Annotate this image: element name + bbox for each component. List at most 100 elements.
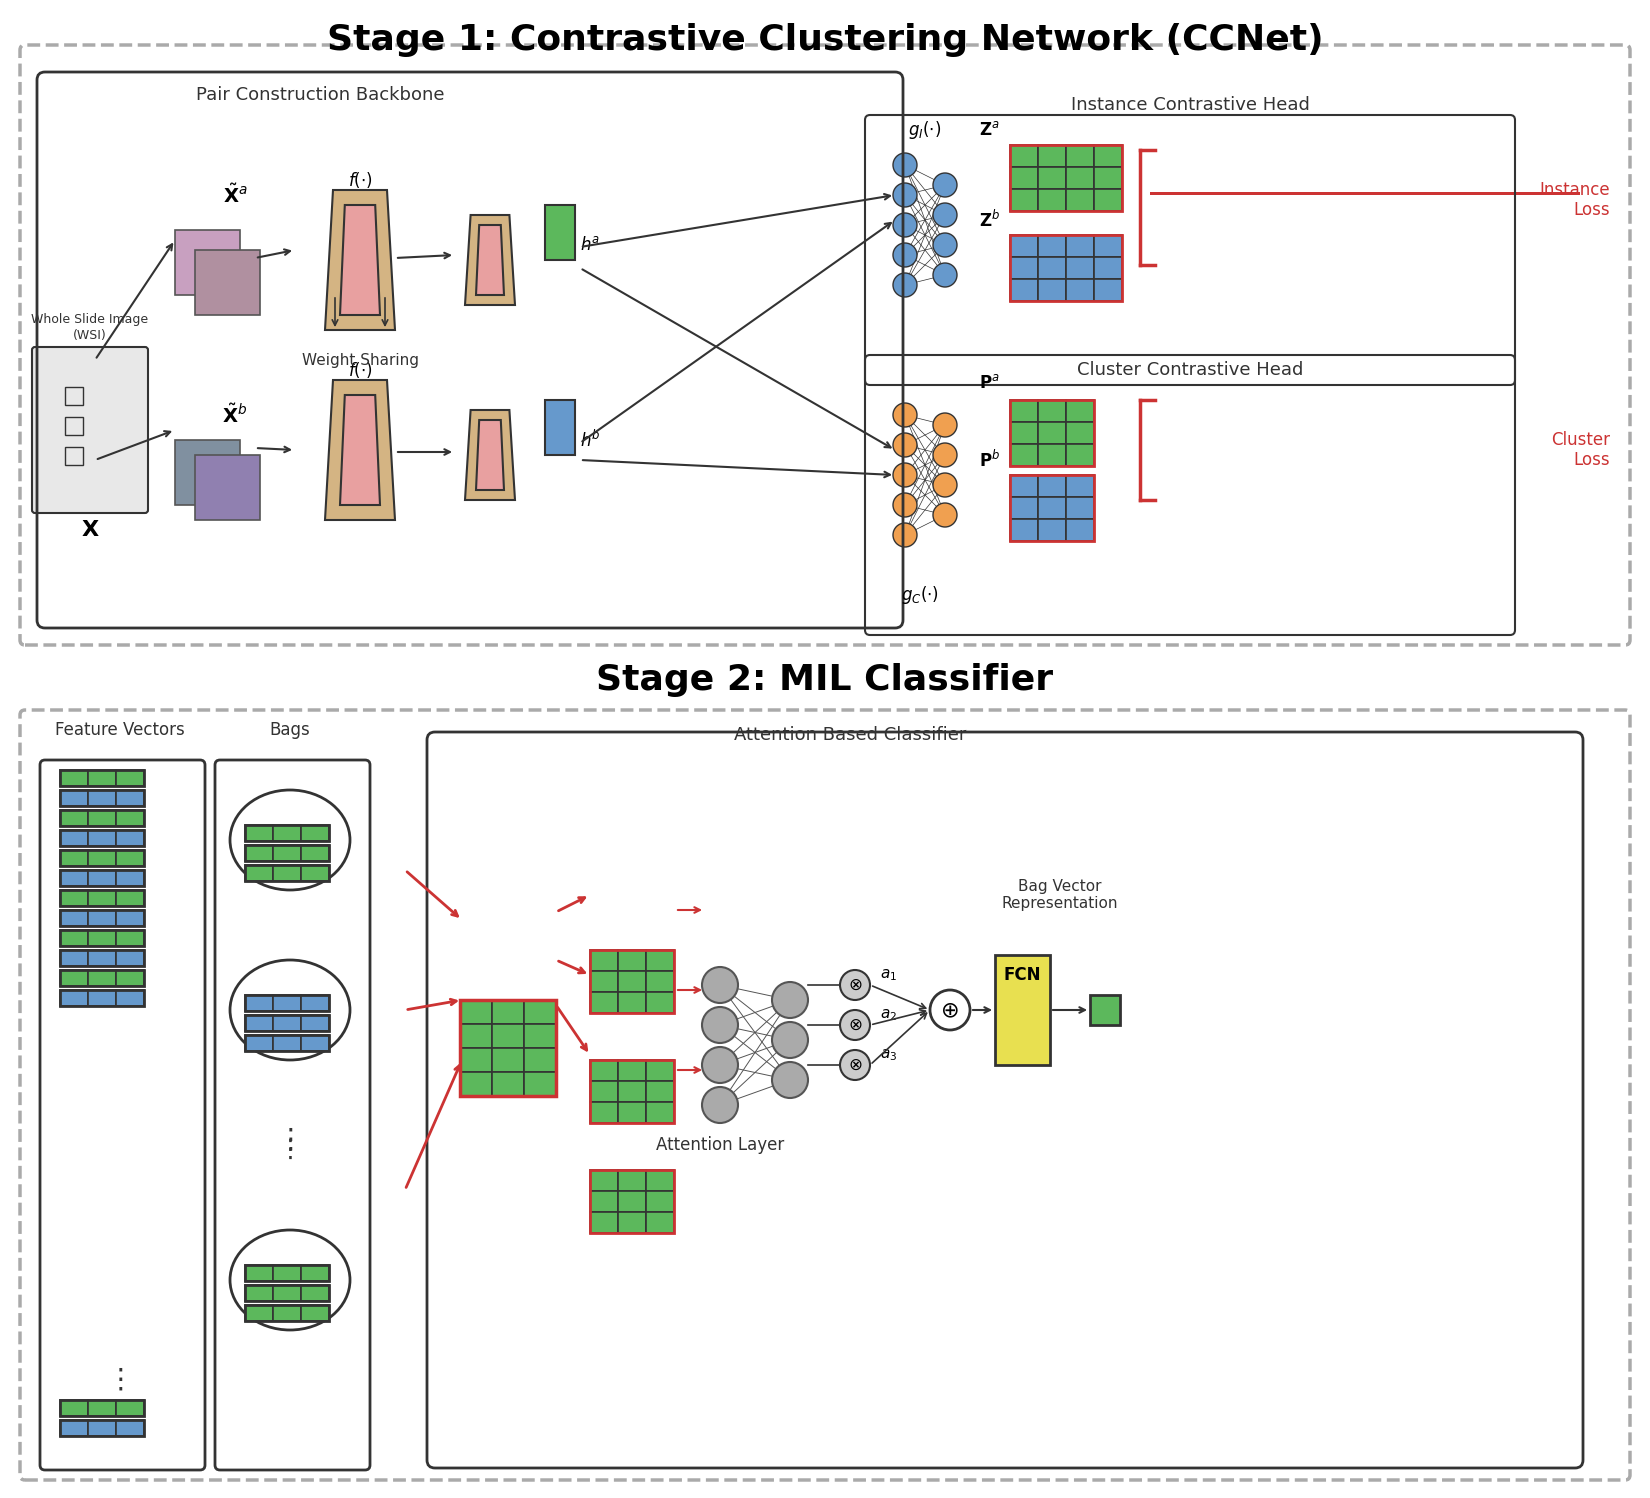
Bar xyxy=(591,950,619,971)
Bar xyxy=(460,1001,556,1097)
Circle shape xyxy=(701,1088,738,1124)
Text: Cluster Contrastive Head: Cluster Contrastive Head xyxy=(1077,361,1304,379)
Bar xyxy=(619,1170,647,1191)
Bar xyxy=(244,825,328,840)
Text: ⋮: ⋮ xyxy=(276,1126,304,1153)
Bar xyxy=(591,1082,619,1103)
Circle shape xyxy=(932,443,957,467)
Bar xyxy=(1010,475,1094,541)
Text: Attention Layer: Attention Layer xyxy=(657,1135,784,1153)
Bar xyxy=(647,1061,673,1082)
Bar xyxy=(244,1305,328,1321)
Text: $a_3$: $a_3$ xyxy=(879,1047,898,1064)
Bar xyxy=(1010,235,1122,301)
Bar xyxy=(195,250,261,315)
Text: $h^{b}$: $h^{b}$ xyxy=(579,430,601,451)
Bar xyxy=(64,446,82,464)
Bar xyxy=(87,870,116,885)
Bar xyxy=(244,1264,272,1281)
Bar xyxy=(59,971,144,986)
Text: $\mathbf{Z}^{b}$: $\mathbf{Z}^{b}$ xyxy=(978,210,1000,231)
Circle shape xyxy=(893,433,917,457)
Bar xyxy=(116,971,144,986)
Circle shape xyxy=(932,264,957,288)
Bar xyxy=(647,1170,673,1191)
Bar xyxy=(87,890,116,906)
Bar xyxy=(1066,497,1094,518)
Bar xyxy=(1066,422,1094,443)
Bar xyxy=(175,231,239,295)
Text: Stage 1: Contrastive Clustering Network (CCNet): Stage 1: Contrastive Clustering Network … xyxy=(327,22,1323,57)
Bar xyxy=(591,1212,619,1233)
Bar xyxy=(244,1264,328,1281)
Bar xyxy=(59,1401,144,1416)
Circle shape xyxy=(772,983,808,1019)
Bar xyxy=(87,930,116,947)
Bar xyxy=(244,1305,272,1321)
Bar xyxy=(59,870,87,885)
Bar xyxy=(59,849,87,866)
Text: ⋮: ⋮ xyxy=(277,1138,302,1162)
Bar xyxy=(300,1305,328,1321)
Bar xyxy=(1066,518,1094,541)
Circle shape xyxy=(931,990,970,1031)
Bar xyxy=(244,864,272,881)
Text: $h^{a}$: $h^{a}$ xyxy=(579,237,601,255)
Bar xyxy=(619,971,647,992)
Text: $\tilde{\mathbf{X}}^{b}$: $\tilde{\mathbf{X}}^{b}$ xyxy=(223,403,248,427)
Bar xyxy=(1038,279,1066,301)
Bar xyxy=(525,1049,556,1073)
Bar xyxy=(1066,235,1094,258)
Bar xyxy=(272,1016,300,1031)
Text: $a_1$: $a_1$ xyxy=(879,968,898,983)
Bar xyxy=(87,1401,116,1416)
Bar xyxy=(1010,443,1038,466)
Text: $\mathbf{P}^{b}$: $\mathbf{P}^{b}$ xyxy=(978,449,1000,470)
Bar xyxy=(1010,422,1038,443)
Bar xyxy=(244,1285,328,1300)
Text: Bag Vector
Representation: Bag Vector Representation xyxy=(1002,879,1119,911)
Bar xyxy=(1010,518,1038,541)
Bar xyxy=(460,1025,492,1049)
Bar xyxy=(647,1212,673,1233)
Polygon shape xyxy=(465,410,515,500)
Circle shape xyxy=(932,413,957,437)
Bar xyxy=(87,909,116,926)
Bar xyxy=(87,990,116,1007)
Bar xyxy=(59,830,144,846)
Bar xyxy=(300,864,328,881)
Text: FCN: FCN xyxy=(1003,966,1041,984)
Bar xyxy=(460,1001,492,1025)
Text: $f(\cdot)$: $f(\cdot)$ xyxy=(348,169,373,190)
Polygon shape xyxy=(340,205,380,315)
Bar xyxy=(1066,166,1094,189)
Bar xyxy=(59,909,144,926)
Circle shape xyxy=(893,273,917,297)
Text: Instance Contrastive Head: Instance Contrastive Head xyxy=(1071,96,1310,114)
Polygon shape xyxy=(325,380,394,520)
Bar xyxy=(59,890,87,906)
Bar xyxy=(87,1420,116,1437)
Bar xyxy=(87,971,116,986)
Bar xyxy=(244,1285,272,1300)
Bar xyxy=(1066,189,1094,211)
Bar xyxy=(1010,475,1038,497)
Bar xyxy=(1094,258,1122,279)
Bar xyxy=(59,930,144,947)
Bar xyxy=(619,992,647,1013)
Bar xyxy=(59,830,87,846)
Circle shape xyxy=(932,473,957,497)
Text: $\mathbf{X}$: $\mathbf{X}$ xyxy=(81,520,99,539)
Bar xyxy=(300,1285,328,1300)
Bar xyxy=(525,1073,556,1097)
Bar xyxy=(591,1061,673,1124)
Bar xyxy=(1094,166,1122,189)
Bar xyxy=(1091,995,1120,1025)
Bar xyxy=(647,950,673,971)
Bar xyxy=(1094,189,1122,211)
Text: $a_2$: $a_2$ xyxy=(879,1007,898,1023)
Text: $f(\cdot)$: $f(\cdot)$ xyxy=(348,360,373,380)
Text: Attention Based Classifier: Attention Based Classifier xyxy=(734,727,967,745)
Bar xyxy=(87,830,116,846)
Bar xyxy=(116,930,144,947)
